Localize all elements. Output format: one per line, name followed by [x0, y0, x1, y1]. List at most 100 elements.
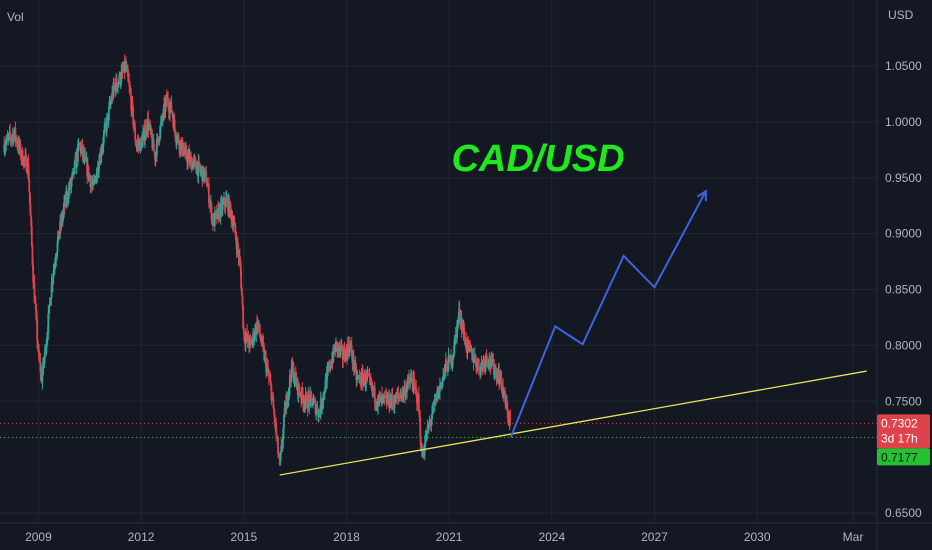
- candle-body: [404, 389, 407, 397]
- candle-body: [506, 408, 509, 419]
- candle-body: [283, 415, 285, 429]
- candle-body: [361, 372, 364, 374]
- candle-body: [101, 147, 104, 152]
- support-price-value: 0.7177: [881, 450, 918, 464]
- candle-body: [28, 191, 31, 204]
- candle-body: [291, 360, 294, 370]
- candle-body: [47, 313, 50, 334]
- candle-body: [327, 368, 329, 371]
- candle-body: [265, 357, 268, 373]
- candle-body: [182, 151, 185, 155]
- candle-body: [362, 379, 365, 385]
- projection-path: [509, 190, 707, 438]
- candle-body: [88, 174, 91, 179]
- candle-body: [81, 145, 84, 156]
- candle-body: [32, 282, 35, 284]
- candle-body: [58, 232, 61, 238]
- candle-body: [451, 359, 454, 364]
- candle-body: [292, 367, 295, 382]
- candle-body: [48, 305, 50, 314]
- candle-body: [298, 391, 301, 396]
- candle-body: [242, 305, 245, 328]
- candle-body: [277, 437, 279, 454]
- candle-body: [171, 111, 173, 113]
- candle-body: [509, 417, 512, 420]
- candle-body: [467, 341, 470, 346]
- candle-body: [484, 362, 487, 368]
- candle-body: [221, 202, 224, 211]
- candle-body: [174, 129, 177, 139]
- candle-body: [269, 378, 272, 381]
- candle-body: [388, 407, 391, 409]
- candle-body: [491, 356, 493, 360]
- candle-body: [383, 394, 386, 398]
- candle-body: [223, 198, 226, 206]
- candle-body: [71, 174, 73, 181]
- candle-body: [53, 266, 56, 271]
- candle-body: [46, 338, 48, 345]
- time-axis[interactable]: 2009 2012 2015 2018 2021 2024 2027 2030 Mar: [0, 522, 932, 544]
- candle-body: [139, 138, 142, 152]
- candle-body: [134, 127, 137, 141]
- candle-body: [71, 171, 74, 175]
- candle-body: [398, 396, 401, 398]
- candle-body: [34, 303, 37, 311]
- candle-body: [129, 85, 131, 91]
- candle-body: [380, 395, 383, 403]
- candle-body: [339, 348, 342, 352]
- candle-body: [355, 367, 358, 380]
- candle-body: [129, 90, 132, 96]
- candle-body: [30, 216, 33, 227]
- candle-body: [167, 97, 169, 106]
- candle-body: [89, 178, 92, 188]
- candle-body: [29, 203, 32, 217]
- candle-body: [442, 376, 445, 379]
- candle-body: [424, 437, 427, 444]
- candle-body: [39, 361, 42, 373]
- candle-body: [327, 368, 330, 370]
- candle-body: [375, 403, 377, 407]
- candle-body: [271, 396, 273, 400]
- candle-body: [498, 377, 501, 384]
- candle-body: [418, 411, 421, 417]
- candle-body: [30, 226, 33, 246]
- candle-body: [406, 385, 408, 393]
- candle-body: [204, 171, 206, 174]
- candle-body: [136, 144, 139, 147]
- candle-body: [84, 154, 87, 157]
- candle-body: [24, 155, 27, 160]
- candle-body: [433, 403, 435, 405]
- candle-body: [411, 377, 414, 385]
- candle-body: [55, 257, 58, 262]
- candle-body: [343, 350, 346, 359]
- candle-body: [391, 394, 394, 403]
- candle-body: [481, 362, 483, 364]
- candle-body: [126, 67, 129, 70]
- candle-body: [332, 347, 335, 363]
- candle-body: [103, 129, 106, 136]
- candle-body: [144, 134, 146, 141]
- candle-body: [16, 143, 19, 146]
- candle-body: [154, 152, 157, 160]
- candle-body: [400, 395, 403, 400]
- candle-body: [117, 81, 120, 84]
- candle-body: [92, 181, 95, 183]
- candle-body: [275, 421, 277, 434]
- candle-body: [184, 148, 187, 150]
- candle-body: [321, 400, 324, 404]
- candle-body: [197, 161, 200, 177]
- candle-body: [494, 369, 497, 371]
- candle-body: [285, 402, 287, 415]
- candle-body: [307, 395, 310, 409]
- candle-body: [450, 355, 453, 366]
- price-axis[interactable]: 1.0500 1.0000 0.9500 0.9000 0.8500 0.8000 0.75…: [876, 0, 922, 550]
- candle-body: [477, 358, 480, 369]
- candle-body: [35, 310, 38, 320]
- chart-title: CAD/USD: [451, 138, 624, 180]
- candle-body: [290, 360, 293, 379]
- candle-body: [5, 141, 8, 146]
- candle-body: [125, 63, 127, 68]
- candle-body: [167, 105, 170, 112]
- candle-body: [467, 340, 470, 342]
